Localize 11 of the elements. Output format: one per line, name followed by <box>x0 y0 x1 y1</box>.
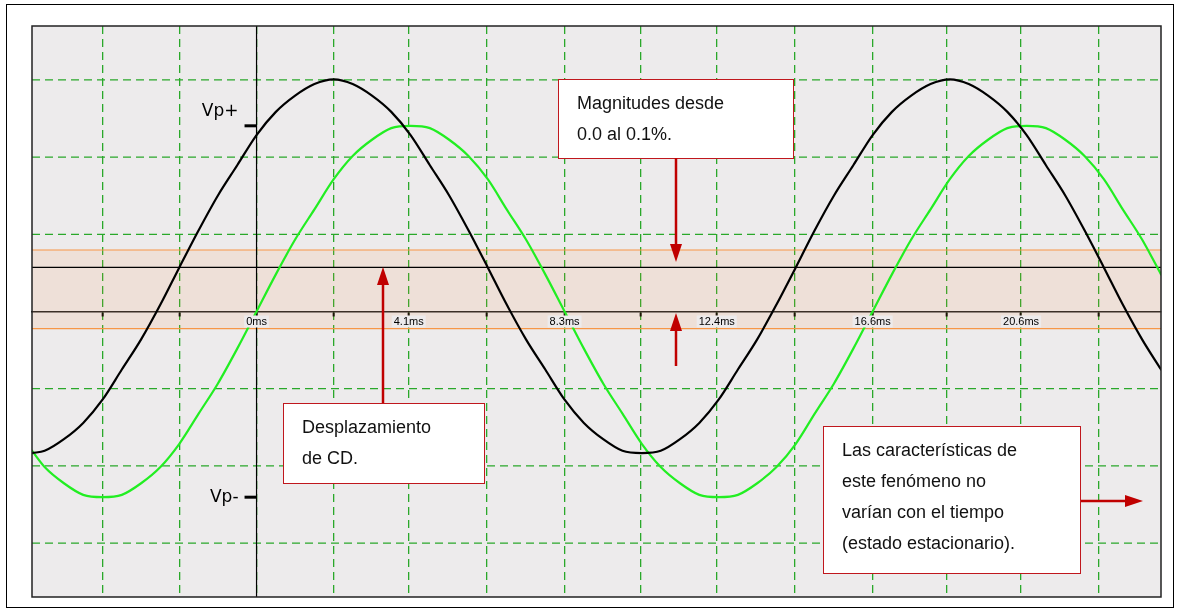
callout-box: Las características de este fenómeno no varían con el tiempo (estado estacionario). <box>823 426 1081 574</box>
callout-box: Magnitudes desde 0.0 al 0.1%. <box>558 79 794 159</box>
x-tick-label: 20.6ms <box>1003 315 1040 328</box>
x-tick-label: 8.3ms <box>549 315 581 328</box>
callout-box: Desplazamiento de CD. <box>283 403 485 484</box>
annotation: Vp- <box>209 485 239 506</box>
x-tick-label: 12.4ms <box>698 315 736 328</box>
x-tick-label: 4.1ms <box>393 315 425 328</box>
annotation: Vp+ <box>201 99 239 120</box>
x-tick-label: 0ms <box>246 315 268 328</box>
x-tick-label: 16.6ms <box>854 315 892 328</box>
